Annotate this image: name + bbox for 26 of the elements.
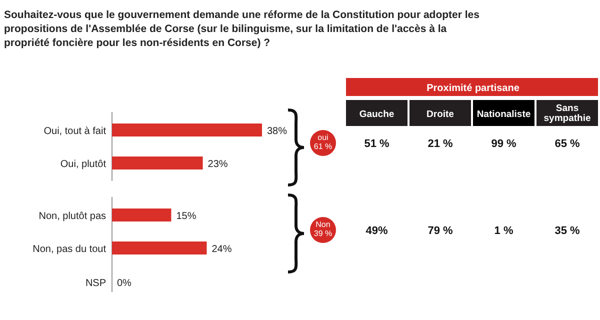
data-label: 15% bbox=[176, 211, 196, 222]
text: 79 % bbox=[428, 225, 453, 237]
text: 49% bbox=[366, 225, 388, 237]
category-label: Non 39 % bbox=[314, 220, 332, 238]
chart-title: Souhaitez-vous que le gouvernement demande une réforme de la Constitution pour adopter les propositions de l'Assemblée de Corse (sur le bilinguisme, sur la limitation de l'accès à la propriété foncière pour les non-résidents en Corse) ? bbox=[4, 9, 480, 49]
text: 51 % bbox=[364, 138, 390, 150]
category-label: Gauche bbox=[359, 109, 394, 120]
category-label: Sans sympathie bbox=[544, 103, 591, 124]
y-tick-label: Non, pas du tout bbox=[32, 244, 106, 255]
data-label: 0% bbox=[117, 278, 132, 289]
text: Proximité partisane bbox=[426, 83, 520, 94]
data-label: 23% bbox=[208, 159, 228, 170]
data-label: 24% bbox=[212, 244, 232, 255]
y-tick-label: Oui, plutôt bbox=[60, 159, 106, 170]
text: 1 % bbox=[494, 225, 514, 237]
text: 35 % bbox=[554, 225, 580, 237]
text: 99 % bbox=[491, 138, 516, 150]
category-label: Droite bbox=[426, 109, 454, 120]
y-tick-label: Non, plutôt pas bbox=[38, 211, 106, 222]
data-label: 38% bbox=[267, 126, 288, 137]
text: 21 % bbox=[428, 138, 453, 150]
text: 65 % bbox=[554, 138, 580, 150]
category-label: oui 61 % bbox=[314, 133, 332, 151]
category-label: Nationaliste bbox=[476, 109, 531, 120]
y-tick-label: Oui, tout à fait bbox=[44, 126, 106, 137]
y-tick-label: NSP bbox=[85, 278, 106, 289]
